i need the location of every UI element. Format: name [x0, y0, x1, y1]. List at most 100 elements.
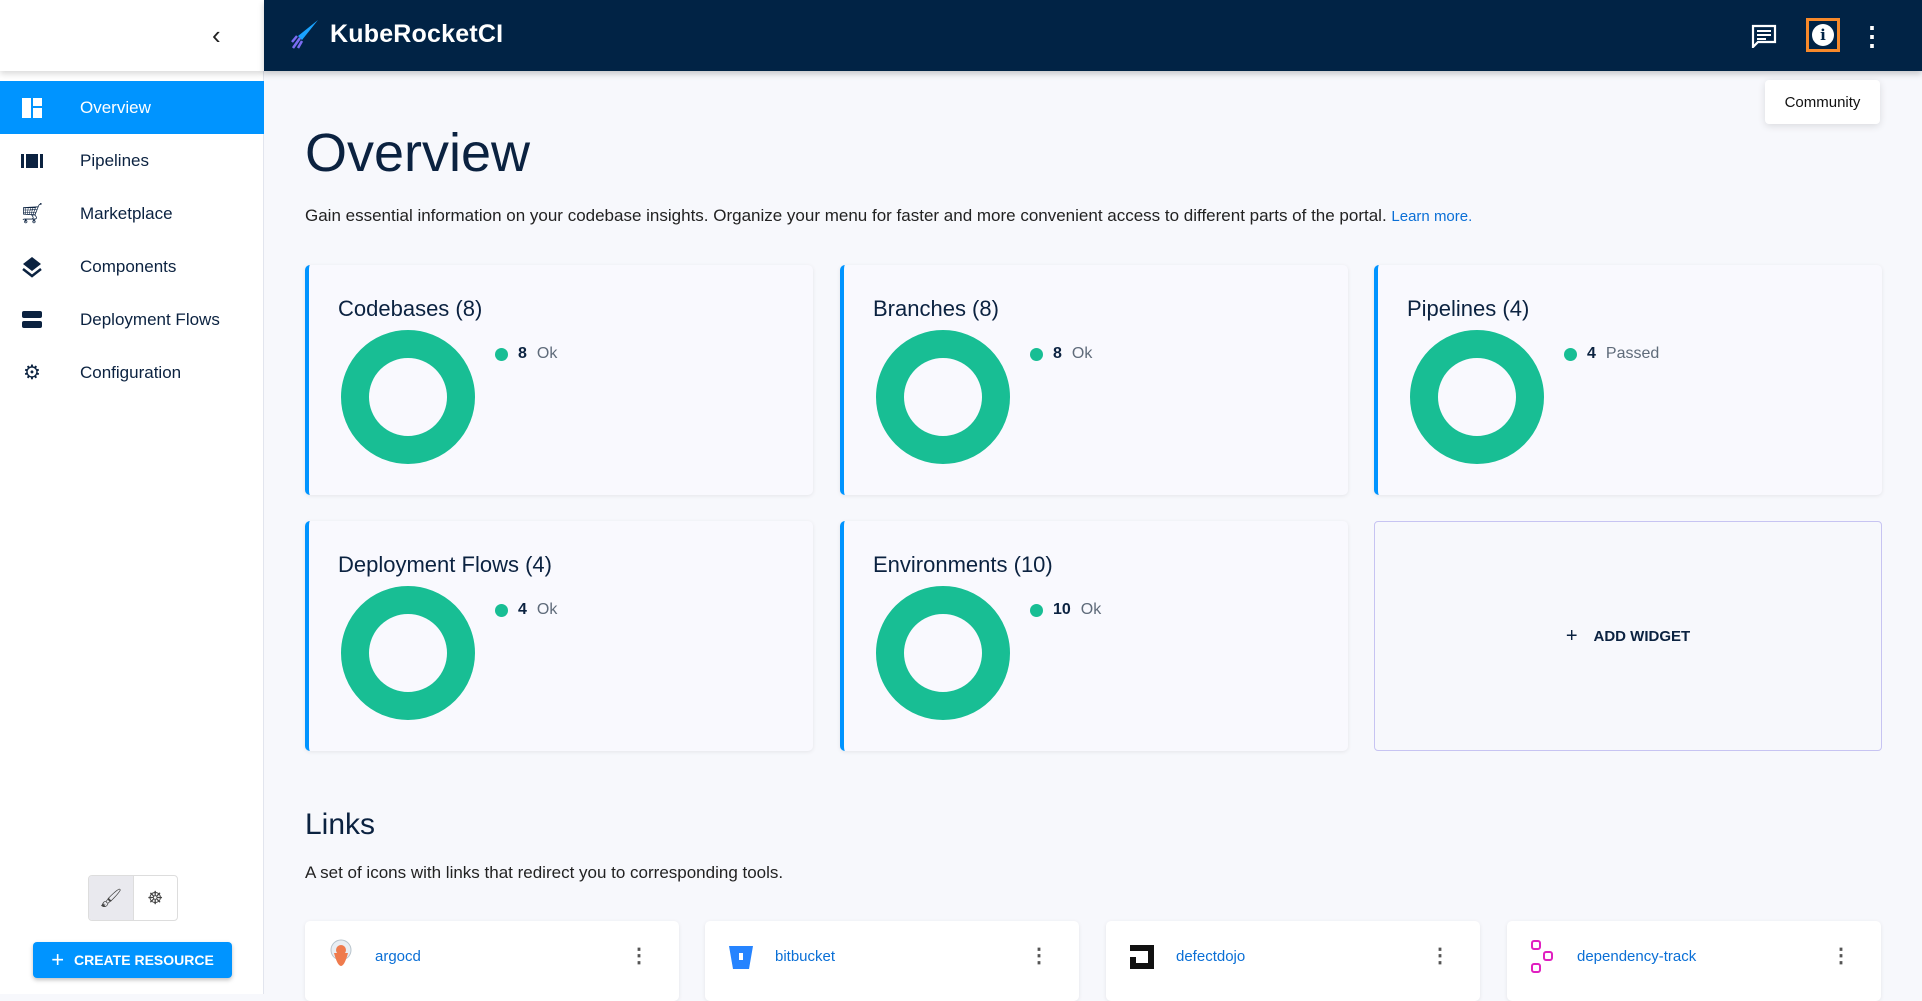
bitbucket-icon	[725, 939, 757, 975]
donut-chart	[876, 586, 1010, 720]
defectdojo-icon	[1126, 939, 1158, 975]
plus-icon: +	[51, 947, 65, 972]
pipelines-icon	[20, 149, 44, 173]
more-vert-icon[interactable]: ⋮	[1831, 945, 1851, 967]
donut-segment	[341, 586, 475, 720]
more-vert-icon[interactable]: ⋮	[1029, 945, 1049, 967]
legend-item: 8 Ok	[495, 345, 557, 363]
sidebar-item-components[interactable]: Components	[0, 240, 264, 293]
sidebar-item-overview[interactable]: Overview	[0, 81, 264, 134]
cart-icon: 🛒︎	[19, 203, 45, 225]
legend-item: 4 Passed	[1564, 345, 1659, 363]
dependency-track-icon	[1527, 939, 1559, 975]
top-header: KubeRocketCI i ⋮	[264, 0, 1922, 71]
argocd-icon	[325, 939, 357, 975]
sidebar-item-label: Pipelines	[80, 150, 149, 170]
add-widget-label: ADD WIDGET	[1593, 627, 1691, 645]
more-vert-icon[interactable]: ⋮	[1430, 945, 1450, 967]
more-vert-icon[interactable]: ⋮	[629, 945, 649, 967]
kubernetes-mode-button[interactable]: ☸	[147, 887, 164, 908]
logo[interactable]: KubeRocketCI	[290, 18, 503, 50]
widget-card: Codebases (8) 8 Ok	[305, 265, 813, 495]
widget-card: Pipelines (4) 4 Passed	[1374, 265, 1882, 495]
sidebar-item-pipelines[interactable]: Pipelines	[0, 134, 264, 187]
widget-title: Branches (8)	[873, 296, 999, 321]
sidebar-item-label: Marketplace	[80, 203, 173, 223]
description-text: Gain essential information on your codeb…	[305, 206, 1387, 225]
storage-icon	[20, 308, 44, 332]
donut-segment	[1410, 330, 1544, 464]
create-resource-button[interactable]: + CREATE RESOURCE	[33, 942, 232, 978]
legend-label: Ok	[536, 345, 558, 362]
widget-card: Branches (8) 8 Ok	[840, 265, 1348, 495]
legend-item: 8 Ok	[1030, 345, 1092, 363]
legend-label: Passed	[1605, 345, 1660, 362]
status-dot	[495, 603, 508, 617]
links-title: Links	[305, 808, 376, 841]
link-label[interactable]: defectdojo	[1176, 948, 1246, 965]
chevron-left-icon[interactable]: ‹	[212, 20, 221, 50]
app-title: KubeRocketCI	[330, 19, 504, 48]
sidebar-item-configuration[interactable]: ⚙ Configuration	[0, 346, 264, 399]
sidebar-item-label: Deployment Flows	[80, 309, 220, 329]
link-label[interactable]: dependency-track	[1577, 948, 1697, 965]
layers-icon	[20, 255, 44, 279]
add-widget-button[interactable]: + ADD WIDGET	[1374, 521, 1882, 751]
widget-title: Pipelines (4)	[1407, 296, 1530, 321]
sidebar-item-deployment-flows[interactable]: Deployment Flows	[0, 293, 264, 346]
legend-count: 10	[1053, 601, 1071, 618]
widget-title: Deployment Flows (4)	[338, 552, 552, 577]
widget-title: Codebases (8)	[338, 296, 483, 321]
link-label[interactable]: bitbucket	[775, 948, 836, 965]
info-icon[interactable]: i	[1806, 18, 1840, 52]
mode-toggle: 🖌︎ ☸	[88, 875, 178, 921]
link-label[interactable]: argocd	[375, 948, 421, 965]
page-description: Gain essential information on your codeb…	[305, 206, 1472, 226]
plus-icon: +	[1565, 624, 1578, 647]
link-card-dependency-track[interactable]: dependency-track ⋮	[1507, 921, 1881, 1001]
learn-more-link[interactable]: Learn more.	[1391, 208, 1473, 225]
donut-chart	[876, 330, 1010, 464]
rocket-logo-icon	[291, 20, 318, 49]
legend-count: 8	[1053, 345, 1062, 362]
link-card-bitbucket[interactable]: bitbucket ⋮	[705, 921, 1079, 1001]
donut-segment	[876, 330, 1010, 464]
dashboard-icon	[20, 96, 44, 120]
widget-card: Deployment Flows (4) 4 Ok	[305, 521, 813, 751]
widget-title: Environments (10)	[873, 552, 1053, 577]
tooltip: Community	[1765, 80, 1880, 124]
legend-label: Ok	[536, 601, 558, 618]
legend-item: 4 Ok	[495, 601, 557, 619]
create-resource-label: CREATE RESOURCE	[74, 952, 214, 968]
donut-segment	[341, 330, 475, 464]
sidebar: ‹ Overview Pipelines 🛒︎ Marketplace Compo…	[0, 0, 264, 994]
sidebar-item-label: Configuration	[80, 362, 182, 382]
sidebar-item-label: Components	[80, 256, 177, 276]
legend-count: 4	[518, 601, 527, 618]
widget-card: Environments (10) 10 Ok	[840, 521, 1348, 751]
rocket-mode-button[interactable]: 🖌︎	[89, 876, 134, 920]
sidebar-header: ‹	[0, 0, 264, 71]
legend-count: 4	[1587, 345, 1596, 362]
donut-chart	[1410, 330, 1544, 464]
page-title: Overview	[305, 123, 531, 183]
status-dot	[1030, 347, 1043, 361]
legend-label: Ok	[1080, 601, 1102, 618]
donut-chart	[341, 330, 475, 464]
status-dot	[1564, 347, 1577, 361]
legend-item: 10 Ok	[1030, 601, 1101, 619]
links-description: A set of icons with links that redirect …	[305, 863, 784, 882]
legend-label: Ok	[1071, 345, 1093, 362]
gear-icon: ⚙	[23, 362, 41, 384]
donut-segment	[876, 586, 1010, 720]
legend-count: 8	[518, 345, 527, 362]
sidebar-item-marketplace[interactable]: 🛒︎ Marketplace	[0, 187, 264, 240]
link-card-argocd[interactable]: argocd ⋮	[305, 921, 679, 1001]
sidebar-item-label: Overview	[80, 97, 151, 117]
link-card-defectdojo[interactable]: defectdojo ⋮	[1106, 921, 1480, 1001]
sidebar-nav: Overview Pipelines 🛒︎ Marketplace Compone…	[0, 81, 264, 399]
feedback-icon[interactable]	[1748, 20, 1780, 52]
status-dot	[1030, 603, 1043, 617]
more-vert-icon[interactable]: ⋮	[1859, 20, 1885, 51]
status-dot	[495, 347, 508, 361]
